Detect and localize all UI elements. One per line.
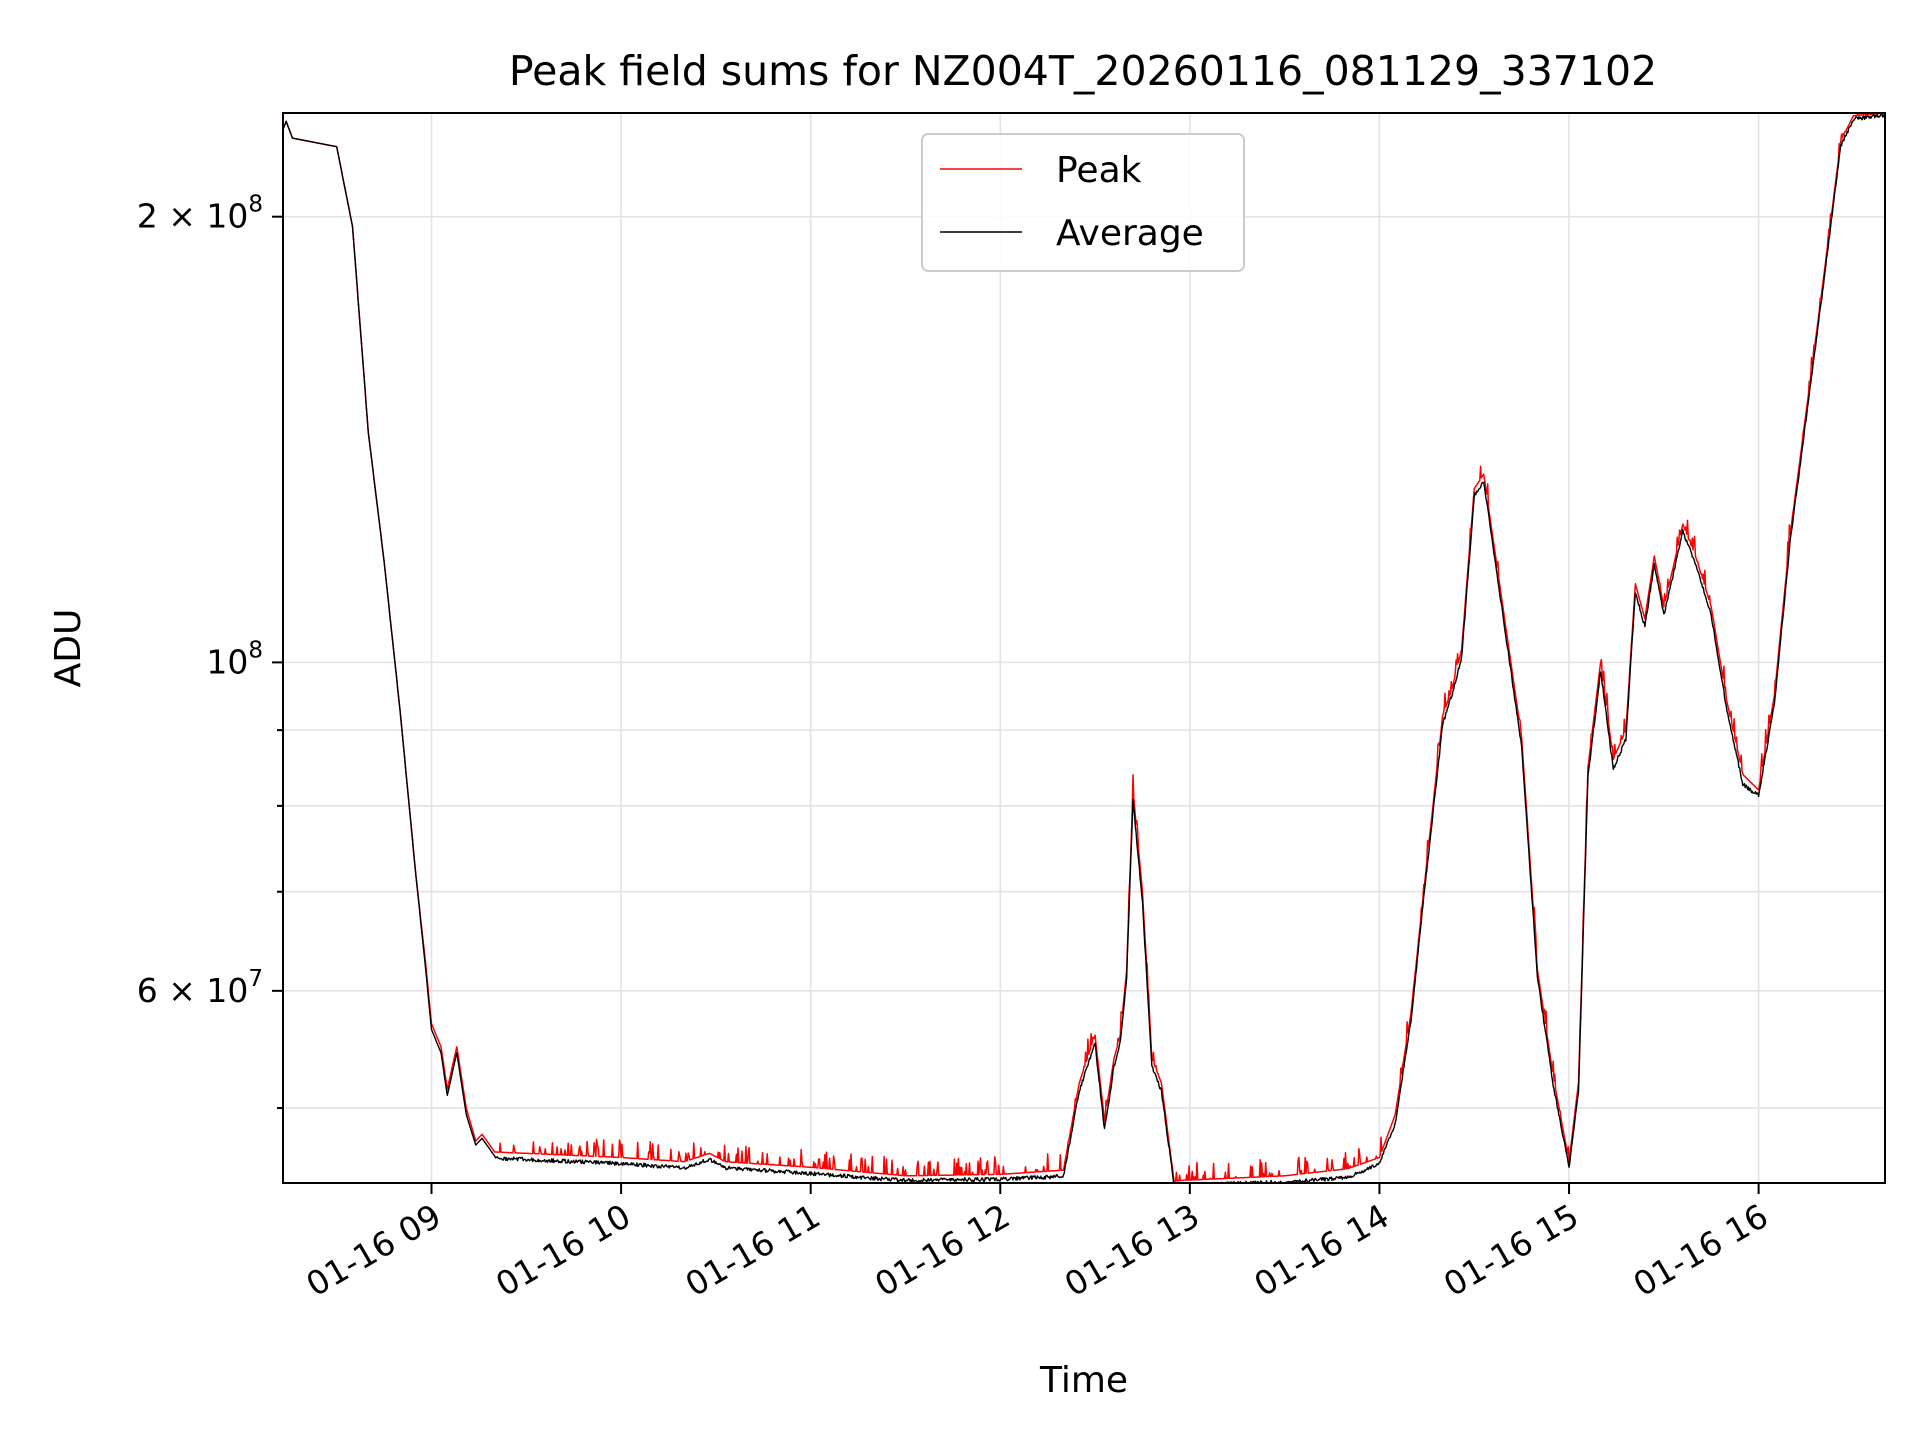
y-axis-label: ADU [48,609,89,688]
x-tick-label: 01-16 15 [1437,1196,1585,1304]
x-axis: 01-16 09 01-16 10 01-16 11 01-16 12 01-16 13… [300,1183,1775,1304]
x-tick-label: 01-16 16 [1627,1196,1775,1304]
x-tick-label: 01-16 12 [868,1196,1016,1304]
legend-label-peak: Peak [1056,150,1142,191]
series-line-peak [283,113,1885,1183]
series-layer [283,113,1885,1183]
y-tick-label: 6 × 107 [137,966,263,1010]
chart-title: Peak field sums for NZ004T_20260116_0811… [509,47,1657,95]
x-tick-label: 01-16 13 [1058,1196,1206,1304]
x-tick-label: 01-16 14 [1247,1196,1395,1304]
x-axis-label: Time [1039,1360,1128,1401]
y-tick-label: 108 [206,637,263,681]
legend-label-average: Average [1056,213,1204,254]
series-line-average [283,113,1885,1183]
y-tick-label: 2 × 108 [137,192,263,236]
y-axis: 2 × 108 108 6 × 107 [137,192,283,1110]
x-tick-label: 01-16 11 [679,1196,827,1304]
plot-frame [282,112,1886,1184]
x-tick-label: 01-16 10 [489,1196,637,1304]
x-tick-label: 01-16 09 [300,1196,448,1304]
grid [283,113,1885,1183]
legend: Peak Average [921,133,1245,272]
